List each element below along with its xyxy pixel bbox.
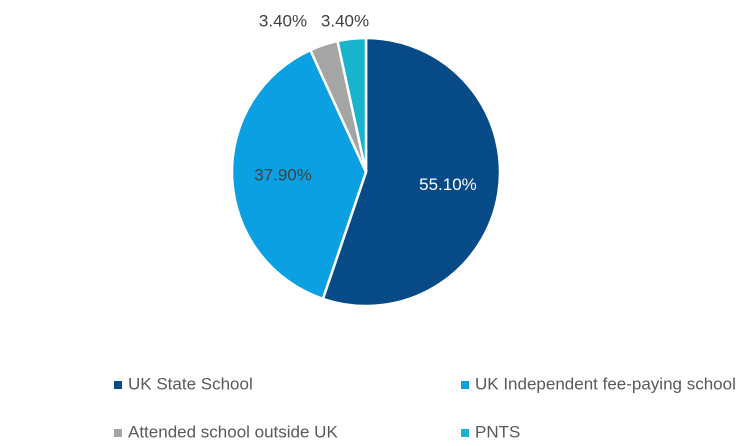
legend-label: UK Independent fee-paying school — [475, 374, 736, 393]
legend-swatch — [114, 429, 122, 437]
legend-swatch — [461, 381, 469, 389]
legend-swatch — [461, 429, 469, 437]
legend-label: Attended school outside UK — [128, 422, 338, 441]
data-label: 3.40% — [259, 11, 307, 30]
data-label: 3.40% — [321, 11, 369, 30]
legend-label: PNTS — [475, 422, 520, 441]
pie-slice — [336, 36, 368, 173]
legend-label: UK State School — [128, 374, 253, 393]
data-label: 37.90% — [254, 166, 312, 185]
data-label: 55.10% — [419, 175, 477, 194]
pie-slice — [230, 48, 368, 301]
legend-swatch — [114, 381, 122, 389]
